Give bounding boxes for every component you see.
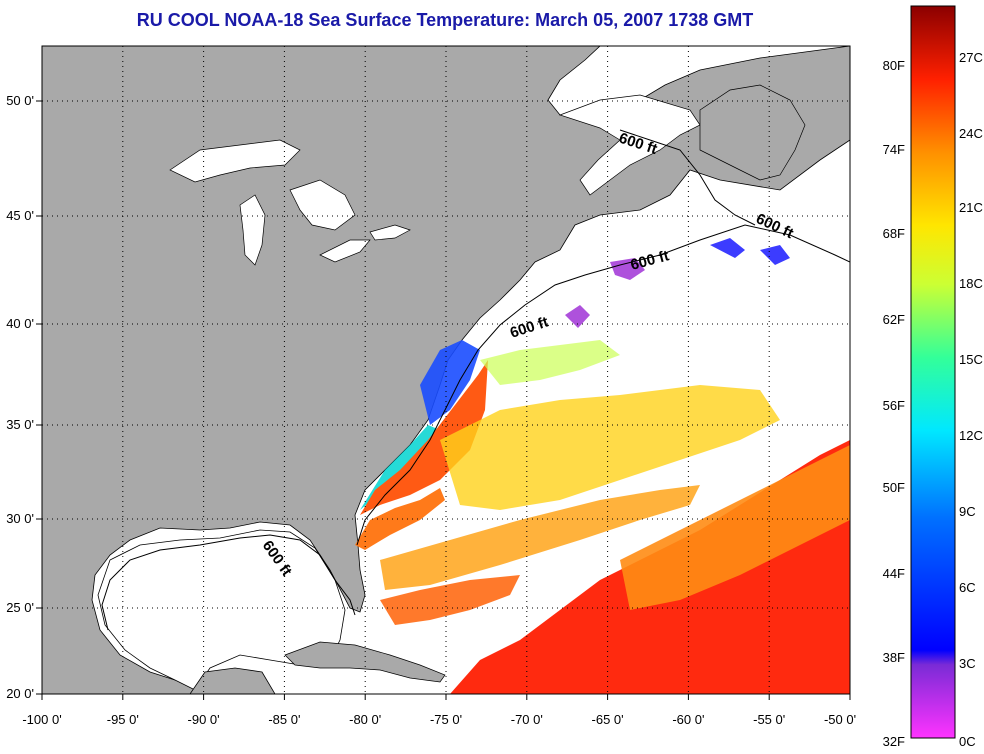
y-tick-label: 25 0' [6, 600, 34, 615]
y-tick-label: 30 0' [6, 511, 34, 526]
sst-north-purple [565, 258, 645, 328]
600ft-contour-north [619, 129, 756, 226]
colorbar-c-label: 15C [959, 352, 983, 367]
600ft-contour-gulf [101, 534, 356, 631]
y-tick-label: 20 0' [6, 686, 34, 701]
sst-bahamas-orange [380, 575, 520, 625]
colorbar-c-label: 21C [959, 200, 983, 215]
colorbar-f-label: 50F [883, 480, 905, 495]
y-tick-label: 40 0' [6, 316, 34, 331]
colorbar-c-label: 6C [959, 580, 976, 595]
x-tick-label: -90 0' [188, 712, 220, 727]
colorbar [910, 5, 956, 739]
x-tick-label: -70 0' [511, 712, 543, 727]
gulf-of-st-lawrence [558, 94, 701, 196]
yucatan [189, 667, 276, 694]
x-tick-label: -95 0' [107, 712, 139, 727]
sst-offshore-yellow [440, 385, 780, 510]
x-tick-label: -80 0' [349, 712, 381, 727]
colorbar-f-label: 68F [883, 226, 905, 241]
colorbar-f-label: 38F [883, 650, 905, 665]
sst-streaks-orange [380, 485, 700, 590]
lake-michigan-huron [239, 179, 356, 266]
colorbar-c-label: 0C [959, 734, 976, 749]
sst-coastal-cold [420, 340, 480, 425]
x-tick-label: -100 0' [22, 712, 61, 727]
colorbar-c-label: 18C [959, 276, 983, 291]
colorbar-c-label: 3C [959, 656, 976, 671]
colorbar-c-label: 24C [959, 126, 983, 141]
map-title: RU COOL NOAA-18 Sea Surface Temperature:… [136, 10, 754, 30]
y-tick-label: 45 0' [6, 208, 34, 223]
600ft-contour [356, 224, 850, 546]
graticule [42, 46, 850, 694]
sst-slope-yellowgreen [480, 340, 620, 385]
newfoundland [699, 84, 806, 181]
x-tick-label: -85 0' [268, 712, 300, 727]
colorbar-f-label: 56F [883, 398, 905, 413]
x-tick-label: -65 0' [592, 712, 624, 727]
colorbar-f-label: 80F [883, 58, 905, 73]
sst-north-blue [710, 238, 790, 265]
colorbar-f-label: 44F [883, 566, 905, 581]
colorbar-f-label: 32F [883, 734, 905, 749]
colorbar-c-label: 9C [959, 504, 976, 519]
x-tick-label: -55 0' [753, 712, 785, 727]
sst-gulf-stream-2 [355, 488, 445, 550]
x-tick-label: -75 0' [430, 712, 462, 727]
sst-south-orange [620, 445, 850, 610]
x-tick-label: -50 0' [824, 712, 856, 727]
colorbar-f-label: 74F [883, 142, 905, 157]
colorbar-c-label: 12C [959, 428, 983, 443]
colorbar-f-label: 62F [883, 312, 905, 327]
x-tick-label: -60 0' [672, 712, 704, 727]
lake-superior [169, 139, 301, 183]
colorbar-c-label: 27C [959, 50, 983, 65]
y-tick-label: 35 0' [6, 417, 34, 432]
y-tick-label: 50 0' [6, 93, 34, 108]
tick-marks [36, 100, 851, 700]
